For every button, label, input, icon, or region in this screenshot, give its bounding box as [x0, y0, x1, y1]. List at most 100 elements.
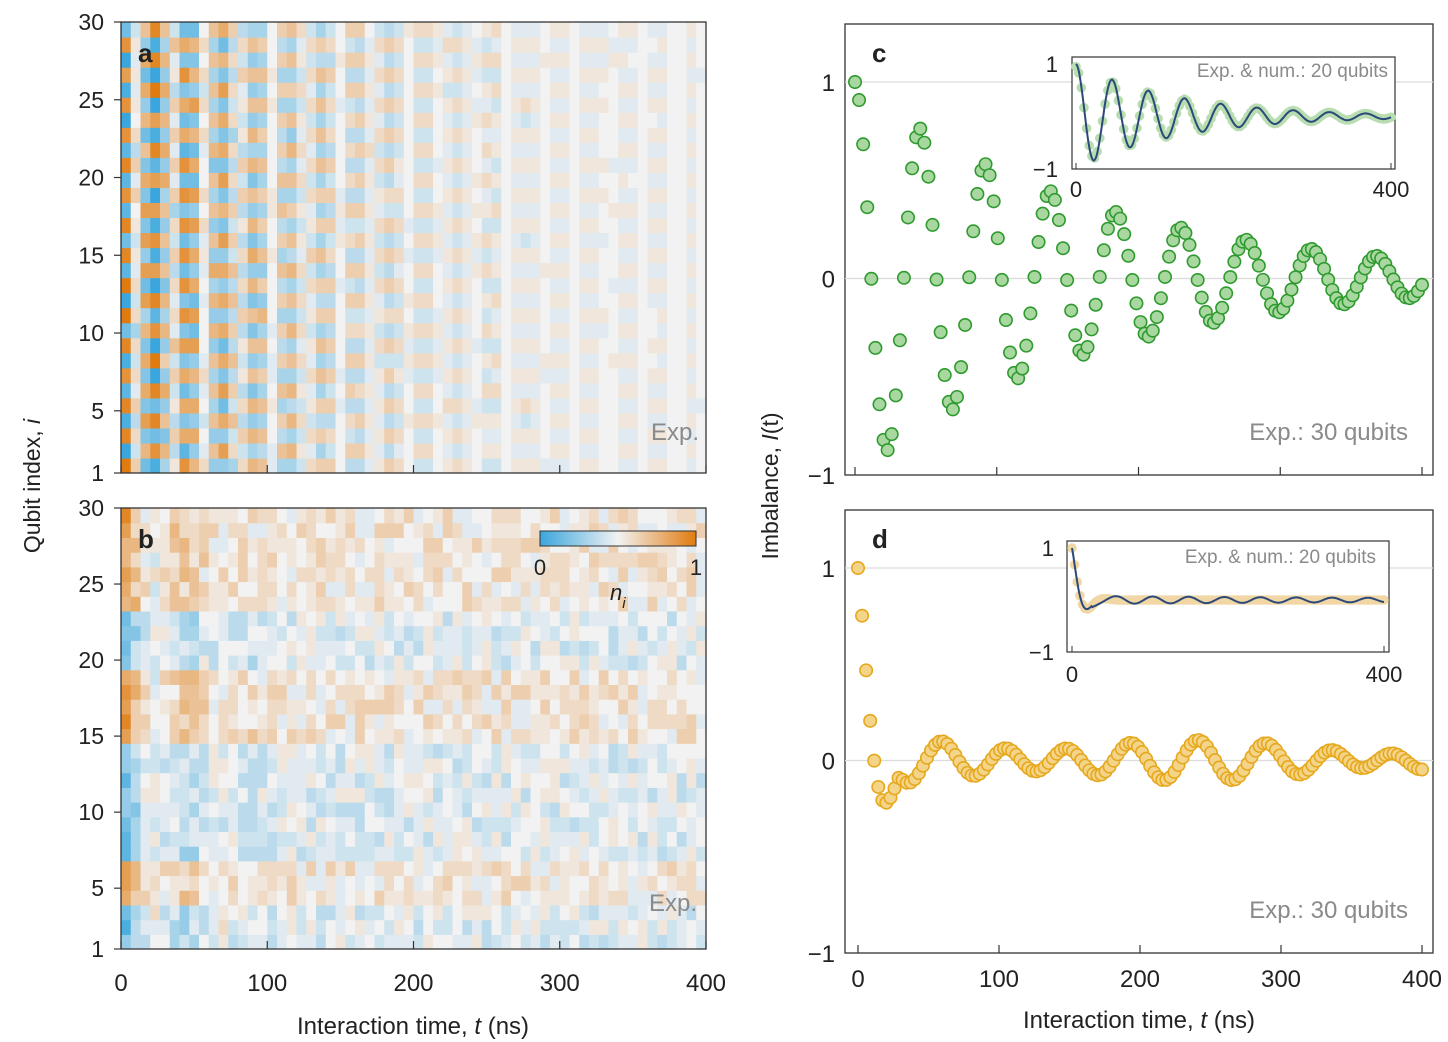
- heatmap-cell: [277, 82, 288, 98]
- heatmap-cell: [140, 307, 151, 324]
- heatmap-cell: [325, 699, 337, 715]
- data-point: [892, 333, 907, 348]
- heatmap-cell: [335, 552, 346, 568]
- heatmap-cell: [150, 262, 161, 279]
- heatmap-cell: [247, 699, 259, 715]
- heatmap-cell: [218, 655, 229, 671]
- heatmap-cell: [316, 890, 327, 906]
- heatmap-cell: [442, 142, 454, 158]
- heatmap-cell: [238, 919, 249, 935]
- heatmap-cell: [696, 904, 706, 921]
- heatmap-cell: [686, 277, 697, 294]
- heatmap-cell: [559, 52, 571, 68]
- heatmap-cell: [550, 816, 561, 832]
- heatmap-cell: [676, 367, 688, 384]
- heatmap-cell: [257, 307, 268, 324]
- heatmap-cell: [355, 904, 366, 921]
- heatmap-cell: [345, 52, 356, 68]
- heatmap-cell: [696, 640, 706, 656]
- heatmap-cell: [150, 713, 161, 730]
- data-point: [1133, 315, 1148, 330]
- heatmap-cell: [169, 202, 181, 219]
- heatmap-cell: [277, 919, 288, 935]
- heatmap-cell: [472, 307, 483, 324]
- heatmap-cell: [520, 97, 532, 113]
- heatmap-cell: [569, 442, 580, 459]
- heatmap-cell: [442, 202, 454, 219]
- heatmap-cell: [355, 397, 366, 414]
- inset-data-point: [1386, 112, 1396, 123]
- heatmap-cell: [511, 713, 522, 730]
- heatmap-cell: [608, 816, 619, 832]
- heatmap-cell: [413, 904, 424, 921]
- heatmap-cell: [364, 307, 376, 324]
- heatmap-cell: [160, 596, 171, 612]
- heatmap-cell: [325, 37, 337, 53]
- heatmap-cell: [579, 187, 590, 203]
- heatmap-cell: [179, 352, 190, 369]
- heatmap-cell: [452, 669, 463, 685]
- heatmap-cell: [140, 367, 151, 384]
- panel-c-inset: 0 400−11 Exp. & num.: 20 qubits: [1033, 52, 1409, 202]
- heatmap-cell: [189, 875, 200, 891]
- heatmap-cell: [472, 37, 483, 53]
- heatmap-cell: [442, 292, 454, 309]
- heatmap-cell: [394, 904, 405, 921]
- heatmap-cell: [628, 232, 639, 249]
- heatmap-cell: [394, 831, 405, 847]
- heatmap-cell: [121, 860, 132, 877]
- heatmap-cell: [130, 232, 142, 249]
- heatmap-cell: [472, 581, 483, 597]
- x-tick-label: 400: [686, 970, 726, 997]
- heatmap-cell: [208, 508, 220, 524]
- heatmap-cell: [345, 397, 356, 414]
- heatmap-cell: [286, 427, 298, 444]
- heatmap-cell: [218, 537, 229, 553]
- heatmap-cell: [335, 625, 346, 641]
- heatmap-cell: [676, 232, 688, 249]
- heatmap-cell: [199, 262, 210, 279]
- heatmap-cell: [335, 382, 346, 399]
- heatmap-cell: [189, 816, 200, 832]
- heatmap-cell: [189, 277, 200, 294]
- heatmap-cell: [608, 397, 619, 414]
- heatmap-cell: [657, 187, 668, 203]
- heatmap-cell: [121, 127, 132, 143]
- heatmap-cell: [696, 772, 706, 788]
- heatmap-cell: [686, 816, 697, 832]
- heatmap-cell: [618, 728, 629, 744]
- heatmap-cell: [520, 112, 532, 128]
- heatmap-cell: [491, 522, 502, 538]
- heatmap-cell: [540, 277, 551, 294]
- heatmap-cell: [374, 684, 385, 700]
- heatmap-cell: [325, 247, 337, 264]
- heatmap-cell: [608, 802, 619, 818]
- heatmap-cell: [442, 322, 454, 339]
- heatmap-cell: [637, 382, 649, 399]
- heatmap-cell: [511, 699, 522, 715]
- heatmap-cell: [559, 277, 571, 294]
- heatmap-cell: [481, 728, 493, 744]
- heatmap-cell: [550, 127, 561, 143]
- heatmap-cell: [199, 127, 210, 143]
- heatmap-cell: [277, 382, 288, 399]
- heatmap-cell: [316, 52, 327, 68]
- heatmap-cell: [267, 112, 278, 128]
- heatmap-cell: [374, 247, 385, 264]
- heatmap-cell: [628, 684, 639, 700]
- heatmap-cell: [433, 247, 444, 264]
- heatmap-cell: [247, 52, 259, 68]
- heatmap-cell: [130, 82, 142, 98]
- heatmap-cell: [374, 655, 385, 671]
- heatmap-cell: [452, 904, 463, 921]
- heatmap-cell: [433, 142, 444, 158]
- heatmap-cell: [462, 232, 473, 249]
- y-tick-label: 0: [822, 749, 835, 776]
- heatmap-cell: [179, 37, 190, 53]
- heatmap-cell: [686, 919, 697, 935]
- heatmap-cell: [286, 919, 298, 935]
- heatmap-cell: [569, 37, 580, 53]
- heatmap-cell: [667, 157, 678, 173]
- panel-d-inset-label: Exp. & num.: 20 qubits: [1185, 547, 1376, 568]
- data-point: [1415, 762, 1430, 777]
